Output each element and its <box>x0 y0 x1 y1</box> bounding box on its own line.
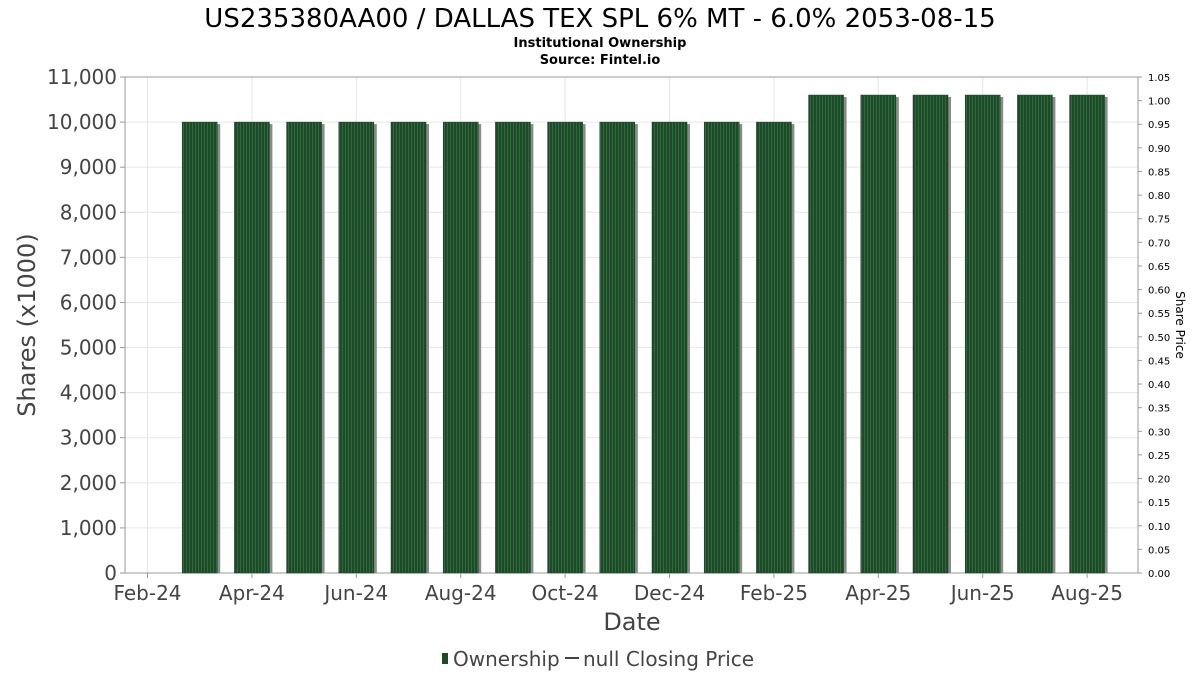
x-tick-label: Dec-24 <box>634 581 705 605</box>
x-tick-label: Jun-24 <box>322 581 388 605</box>
chart-source: Source: Fintel.io <box>540 53 661 68</box>
y2-tick-label: 0.40 <box>1148 380 1170 391</box>
y2-tick-label: 0.80 <box>1148 191 1170 202</box>
y2-tick-label: 0.50 <box>1148 333 1170 344</box>
y-tick-label: 4,000 <box>60 381 117 405</box>
y2-tick-label: 0.65 <box>1148 262 1170 273</box>
y2-axis-ticks: 0.00 0.05 0.10 0.15 0.20 0.25 0.30 0.35 0.40 0.45… <box>1138 73 1170 580</box>
ownership-bar <box>338 121 375 574</box>
chart-subtitle: Institutional Ownership <box>514 36 687 51</box>
x-tick-label: Feb-24 <box>113 581 181 605</box>
x-axis-ticks: Feb-24 Apr-24 Jun-24 Aug-24 Oct-24 Dec-24 Feb-… <box>113 573 1123 605</box>
y2-tick-label: 0.70 <box>1148 238 1170 249</box>
ownership-bar <box>495 121 531 574</box>
y-tick-label: 11,000 <box>47 65 117 89</box>
y-tick-label: 3,000 <box>60 426 117 450</box>
y-tick-label: 0 <box>104 561 117 585</box>
y2-tick-label: 0.85 <box>1148 167 1170 178</box>
legend-ownership-swatch <box>442 653 448 664</box>
legend-ownership-label: Ownership <box>453 647 560 671</box>
y2-tick-label: 0.25 <box>1148 451 1170 462</box>
y2-tick-label: 0.45 <box>1148 356 1170 367</box>
x-axis-label: Date <box>603 608 660 636</box>
y2-tick-label: 0.20 <box>1148 475 1170 486</box>
y-axis-ticks: 0 1,000 2,000 3,000 4,000 5,000 6,000 7,000 8,00… <box>47 65 125 585</box>
y2-tick-label: 0.05 <box>1148 545 1170 556</box>
ownership-bar <box>808 94 844 574</box>
ownership-bar <box>964 94 1001 574</box>
y-tick-label: 10,000 <box>47 110 117 134</box>
ownership-bar <box>390 121 427 574</box>
y-tick-label: 7,000 <box>60 245 117 269</box>
ownership-bar <box>912 94 949 574</box>
y-tick-label: 9,000 <box>60 155 117 179</box>
x-tick-label: Jun-25 <box>949 581 1015 605</box>
y2-tick-label: 0.35 <box>1148 404 1170 415</box>
x-tick-label: Aug-24 <box>425 581 497 605</box>
ownership-bar <box>234 121 270 574</box>
ownership-bar <box>547 121 583 574</box>
y2-tick-label: 0.30 <box>1148 427 1170 438</box>
ownership-bar <box>1069 94 1105 574</box>
legend: Ownership null Closing Price <box>442 647 754 671</box>
ownership-bar <box>860 94 897 574</box>
y2-tick-label: 0.95 <box>1148 120 1170 131</box>
ownership-bar <box>651 121 688 574</box>
y-tick-label: 2,000 <box>60 471 117 495</box>
y-tick-label: 1,000 <box>60 516 117 540</box>
x-tick-label: Aug-25 <box>1051 581 1123 605</box>
ownership-bar <box>1017 94 1053 574</box>
y2-axis-label: Share Price <box>1173 291 1187 359</box>
ownership-bar <box>181 121 218 574</box>
y2-tick-label: 0.10 <box>1148 522 1170 533</box>
legend-price-label: null Closing Price <box>583 647 754 671</box>
ownership-bar <box>442 121 479 574</box>
y2-tick-label: 0.55 <box>1148 309 1170 320</box>
x-tick-label: Apr-24 <box>219 581 285 605</box>
y-tick-label: 8,000 <box>60 200 117 224</box>
y-tick-label: 6,000 <box>60 290 117 314</box>
y2-tick-label: 0.90 <box>1148 144 1170 155</box>
ownership-bar <box>286 121 322 574</box>
y2-tick-label: 0.75 <box>1148 215 1170 226</box>
x-tick-label: Apr-25 <box>845 581 911 605</box>
y-axis-label: Shares (x1000) <box>13 233 41 416</box>
y2-tick-label: 0.60 <box>1148 286 1170 297</box>
bars-group <box>181 94 1108 574</box>
y-tick-label: 5,000 <box>60 336 117 360</box>
y2-tick-label: 0.15 <box>1148 498 1170 509</box>
ownership-bar <box>703 121 740 574</box>
y2-tick-label: 0.00 <box>1148 569 1170 580</box>
y2-tick-label: 1.00 <box>1148 97 1170 108</box>
x-tick-label: Feb-25 <box>740 581 808 605</box>
chart-title: US235380AA00 / DALLAS TEX SPL 6% MT - 6.… <box>204 4 995 34</box>
ownership-bar <box>599 121 636 574</box>
ownership-bar <box>756 121 792 574</box>
y2-tick-label: 1.05 <box>1148 73 1170 84</box>
x-tick-label: Oct-24 <box>531 581 598 605</box>
